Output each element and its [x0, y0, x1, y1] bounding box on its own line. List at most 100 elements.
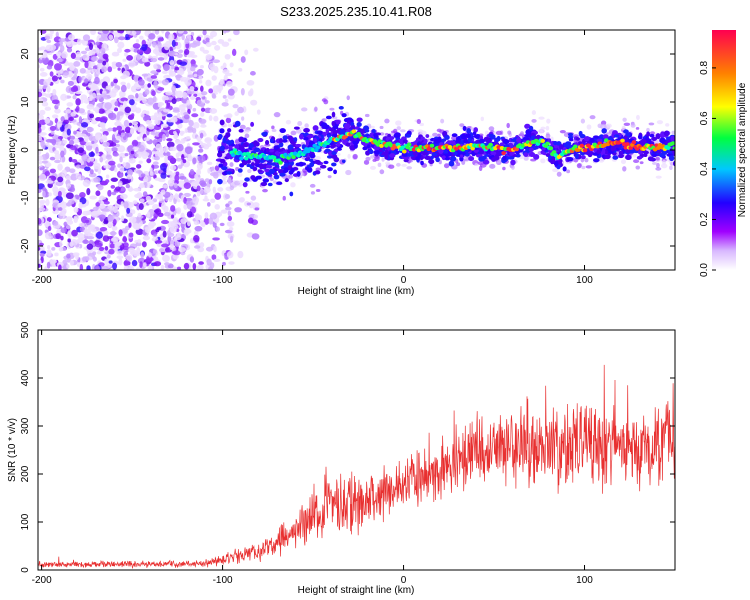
heatmap-cell [655, 156, 660, 161]
heatmap-cell [115, 135, 122, 141]
heatmap-cell [73, 68, 79, 75]
heatmap-cell [185, 62, 192, 69]
heatmap-cell [459, 154, 464, 158]
heatmap-cell [45, 79, 51, 84]
heatmap-cell [134, 153, 139, 158]
heatmap-cell [633, 159, 640, 164]
heatmap-cell [38, 149, 42, 156]
heatmap-cell [173, 133, 179, 140]
heatmap-cell [541, 147, 546, 151]
heatmap-cell [114, 186, 122, 192]
heatmap-cell [240, 56, 246, 63]
heatmap-cell [99, 196, 106, 200]
heatmap-cell [585, 165, 593, 169]
heatmap-cell [128, 222, 132, 228]
heatmap-cell [208, 178, 213, 185]
heatmap-cell [44, 220, 50, 227]
heatmap-cell [119, 166, 125, 173]
ridge-point [278, 160, 283, 165]
heatmap-cell [226, 80, 233, 87]
ridge-point [315, 145, 321, 150]
heatmap-cell [88, 151, 95, 158]
ridge-point [582, 148, 588, 153]
heatmap-cell [333, 156, 340, 163]
heatmap-cell [229, 62, 234, 68]
heatmap-cell [227, 200, 233, 205]
heatmap-cell [566, 156, 574, 162]
heatmap-cell [205, 42, 212, 48]
heatmap-cell [312, 125, 319, 131]
heatmap-cell [67, 80, 74, 86]
heatmap-cell [176, 112, 181, 119]
heatmap-cell [212, 85, 221, 93]
heatmap-cell [649, 131, 655, 135]
heatmap-cell [141, 44, 148, 51]
heatmap-cell [273, 145, 279, 151]
heatmap-cell [234, 143, 240, 150]
heatmap-cell [139, 261, 143, 269]
heatmap-cell [175, 97, 181, 102]
heatmap-cell [647, 156, 654, 162]
heatmap-cell [135, 92, 139, 99]
heatmap-cell [182, 91, 188, 99]
x-tick-label: -200 [32, 275, 52, 286]
heatmap-cell [163, 74, 171, 79]
heatmap-cell [401, 152, 408, 157]
heatmap-cell [331, 133, 339, 138]
heatmap-cell [219, 145, 225, 152]
heatmap-cell [656, 120, 664, 125]
heatmap-cell [198, 261, 204, 265]
heatmap-cell [152, 139, 158, 145]
heatmap-cell [51, 99, 60, 105]
heatmap-cell [60, 44, 65, 53]
heatmap-cell [76, 262, 81, 267]
heatmap-cell [145, 119, 151, 125]
heatmap-cell [293, 126, 300, 130]
heatmap-cell [247, 90, 253, 97]
heatmap-cell [168, 50, 176, 57]
heatmap-cell [124, 153, 129, 157]
heatmap-cell [147, 200, 155, 206]
heatmap-cell [279, 138, 283, 144]
heatmap-cell [169, 244, 175, 251]
y-tick-label: 0 [20, 567, 31, 573]
heatmap-cell [179, 140, 186, 144]
heatmap-cell [38, 177, 41, 184]
heatmap-cell [493, 154, 500, 161]
heatmap-cell [155, 240, 163, 244]
heatmap-cell [75, 51, 82, 58]
heatmap-cell [112, 127, 117, 132]
heatmap-cell [164, 43, 170, 51]
heatmap-cell [186, 211, 193, 218]
heatmap-cell [42, 84, 48, 90]
heatmap-cell [241, 160, 248, 166]
heatmap-cell [123, 100, 127, 108]
heatmap-cell [441, 138, 447, 142]
heatmap-cell [610, 146, 616, 152]
heatmap-cell [675, 150, 679, 156]
heatmap-cell [412, 151, 420, 156]
heatmap-cell [99, 116, 108, 123]
colorbar-tick-label: 0.2 [699, 212, 710, 226]
heatmap-cell [90, 30, 97, 35]
heatmap-cell [496, 135, 501, 142]
heatmap-cell [146, 255, 153, 262]
heatmap-cell [308, 158, 314, 162]
heatmap-cell [231, 48, 237, 57]
heatmap-cell [520, 131, 524, 136]
heatmap-cell [38, 242, 44, 247]
heatmap-cell [155, 193, 161, 200]
heatmap-cell [234, 120, 241, 127]
heatmap-cell [550, 136, 554, 142]
heatmap-cell [247, 217, 254, 224]
heatmap-cell [189, 256, 195, 263]
heatmap-cell [77, 38, 82, 46]
heatmap-cell [379, 169, 385, 175]
heatmap-cell [108, 260, 113, 264]
heatmap-cell [284, 142, 289, 146]
heatmap-cell [183, 192, 191, 197]
heatmap-cell [523, 152, 529, 157]
heatmap-cell [62, 70, 70, 76]
heatmap-cell [222, 261, 226, 266]
heatmap-cell [196, 192, 201, 197]
